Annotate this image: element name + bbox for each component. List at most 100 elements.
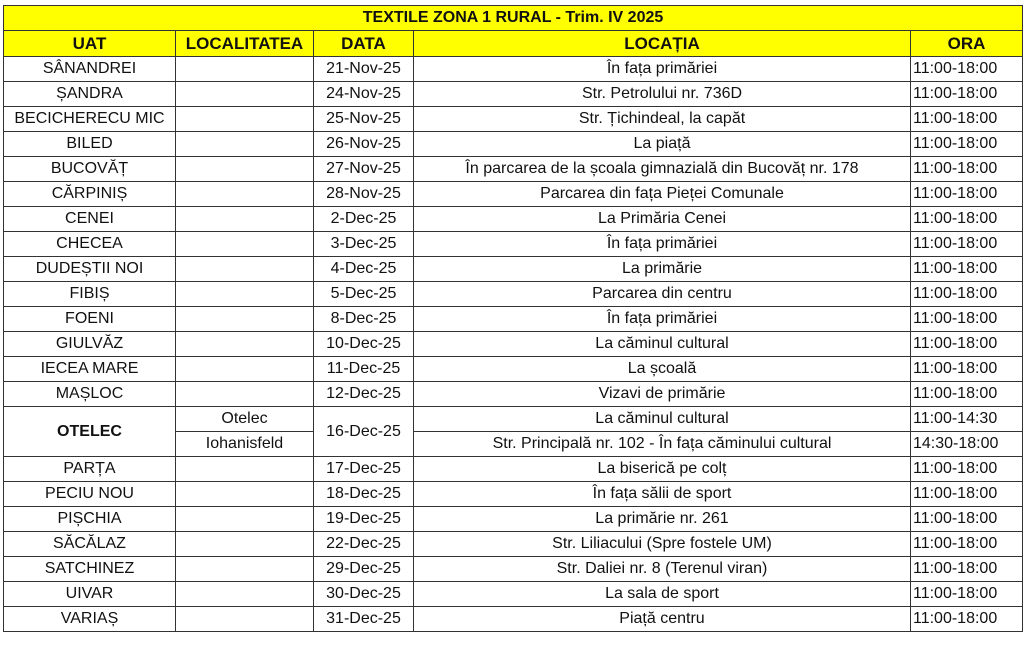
hours-cell: 11:00-18:00 [909, 481, 1024, 507]
localitatea-cell [175, 506, 314, 532]
table-row: Iohanisfeld Str. Principală nr. 102 - În … [4, 431, 1024, 457]
date-cell: 5-Dec-25 [313, 281, 414, 307]
localitatea-cell [175, 356, 314, 382]
location-cell: Str. Daliei nr. 8 (Terenul viran) [413, 556, 911, 582]
location-cell: La piață [413, 131, 911, 157]
table-row: CĂRPINIȘ 28-Nov-25 Parcarea din fața Piețe… [3, 181, 1024, 207]
location-cell: Str. Țichindeal, la capăt [413, 106, 911, 132]
date-cell: 3-Dec-25 [313, 231, 414, 257]
location-cell: La primărie [413, 256, 911, 282]
hours-cell: 11:00-18:00 [909, 156, 1024, 182]
uat-cell: SATCHINEZ [3, 556, 176, 582]
localitatea-cell [175, 281, 314, 307]
location-cell: Vizavi de primărie [413, 381, 911, 407]
table-row: SĂCĂLAZ 22-Dec-25 Str. Liliacului (Spre fo… [3, 531, 1024, 557]
localitatea-cell [175, 81, 314, 107]
date-cell: 31-Dec-25 [313, 606, 414, 632]
table-row: SÂNANDREI 21-Nov-25 În fața primăriei 11:00… [3, 56, 1024, 82]
uat-cell: VARIAȘ [3, 606, 176, 632]
location-cell: La primărie nr. 261 [413, 506, 911, 532]
location-cell: În parcarea de la școala gimnazială din … [413, 156, 911, 182]
uat-cell: DUDEȘTII NOI [3, 256, 176, 282]
uat-cell: GIULVĂZ [3, 331, 176, 357]
localitatea-cell: Iohanisfeld [175, 431, 314, 457]
localitatea-cell [175, 206, 314, 232]
hours-cell: 11:00-18:00 [909, 381, 1024, 407]
location-cell: În fața primăriei [413, 231, 911, 257]
hours-cell: 11:00-18:00 [909, 506, 1024, 532]
table-row: CHECEA 3-Dec-25 În fața primăriei 11:00-18:… [3, 231, 1024, 257]
hours-cell: 11:00-18:00 [909, 531, 1024, 557]
localitatea-cell [175, 106, 314, 132]
location-cell: Piață centru [413, 606, 911, 632]
localitatea-cell [175, 131, 314, 157]
localitatea-cell: Otelec [175, 406, 314, 432]
table-row: PARȚA 17-Dec-25 La biserică pe colț 11:00-1… [3, 456, 1024, 482]
uat-cell: OTELEC [3, 406, 176, 457]
hours-cell: 11:00-18:00 [909, 456, 1024, 482]
date-cell: 12-Dec-25 [313, 381, 414, 407]
hours-cell: 11:00-18:00 [909, 356, 1024, 382]
localitatea-cell [175, 531, 314, 557]
localitatea-cell [175, 456, 314, 482]
date-cell: 2-Dec-25 [313, 206, 414, 232]
uat-cell: ȘANDRA [3, 81, 176, 107]
location-cell: Parcarea din centru [413, 281, 911, 307]
location-cell: Str. Liliacului (Spre fostele UM) [413, 531, 911, 557]
hours-cell: 11:00-18:00 [909, 581, 1024, 607]
uat-cell: CENEI [3, 206, 176, 232]
hours-cell: 11:00-18:00 [909, 106, 1024, 132]
uat-cell: CHECEA [3, 231, 176, 257]
hours-cell: 11:00-18:00 [909, 256, 1024, 282]
table-row: BILED 26-Nov-25 La piață 11:00-18:00 [3, 131, 1024, 157]
location-cell: Str. Petrolului nr. 736D [413, 81, 911, 107]
table-row: ȘANDRA 24-Nov-25 Str. Petrolului nr. 736D 1… [3, 81, 1024, 107]
header-localitatea: LOCALITATEA [175, 30, 314, 57]
hours-cell: 11:00-14:30 [909, 406, 1024, 432]
location-cell: În fața primăriei [413, 306, 911, 332]
table-row: OTELEC Otelec 16-Dec-25 La căminul cultural… [3, 406, 1024, 457]
uat-cell: FOENI [3, 306, 176, 332]
date-cell: 26-Nov-25 [313, 131, 414, 157]
localitatea-cell [175, 181, 314, 207]
localitatea-cell [175, 606, 314, 632]
date-cell: 25-Nov-25 [313, 106, 414, 132]
hours-cell: 11:00-18:00 [909, 231, 1024, 257]
table-row: BECICHERECU MIC 25-Nov-25 Str. Țichindeal,… [3, 106, 1024, 132]
hours-cell: 11:00-18:00 [909, 331, 1024, 357]
hours-cell: 11:00-18:00 [909, 131, 1024, 157]
uat-cell: CĂRPINIȘ [3, 181, 176, 207]
location-cell: Str. Principală nr. 102 - În fața căminu… [413, 431, 911, 457]
localitatea-cell [175, 481, 314, 507]
table-row: FOENI 8-Dec-25 În fața primăriei 11:00-18:0… [3, 306, 1024, 332]
uat-cell: FIBIȘ [3, 281, 176, 307]
table-row: VARIAȘ 31-Dec-25 Piață centru 11:00-18:00 [3, 606, 1024, 632]
table-row: UIVAR 30-Dec-25 La sala de sport 11:00-18:0… [3, 581, 1024, 607]
hours-cell: 11:00-18:00 [909, 306, 1024, 332]
localitatea-cell [175, 256, 314, 282]
table-row: GIULVĂZ 10-Dec-25 La căminul cultural 11:00… [3, 331, 1024, 357]
header-ora: ORA [909, 30, 1024, 57]
date-cell: 19-Dec-25 [313, 506, 414, 532]
localitatea-cell [175, 556, 314, 582]
date-cell: 8-Dec-25 [313, 306, 414, 332]
table-row: MAȘLOC 12-Dec-25 Vizavi de primărie 11:00-1… [3, 381, 1024, 407]
date-cell: 16-Dec-25 [313, 406, 414, 457]
date-cell: 10-Dec-25 [313, 331, 414, 357]
uat-cell: MAȘLOC [3, 381, 176, 407]
hours-cell: 11:00-18:00 [909, 206, 1024, 232]
table-row: DUDEȘTII NOI 4-Dec-25 La primărie 11:00-18:… [3, 256, 1024, 282]
date-cell: 17-Dec-25 [313, 456, 414, 482]
date-cell: 18-Dec-25 [313, 481, 414, 507]
localitatea-cell [175, 331, 314, 357]
localitatea-cell [175, 381, 314, 407]
uat-cell: PARȚA [3, 456, 176, 482]
uat-cell: BILED [3, 131, 176, 157]
uat-cell: IECEA MARE [3, 356, 176, 382]
uat-cell: UIVAR [3, 581, 176, 607]
date-cell: 11-Dec-25 [313, 356, 414, 382]
table-row: SATCHINEZ 29-Dec-25 Str. Daliei nr. 8 (Ter… [3, 556, 1024, 582]
table-row: CENEI 2-Dec-25 La Primăria Cenei 11:00-18:0… [3, 206, 1024, 232]
schedule-table: TEXTILE ZONA 1 RURAL - Trim. IV 2025 UAT… [2, 5, 1024, 632]
hours-cell: 11:00-18:00 [909, 606, 1024, 632]
